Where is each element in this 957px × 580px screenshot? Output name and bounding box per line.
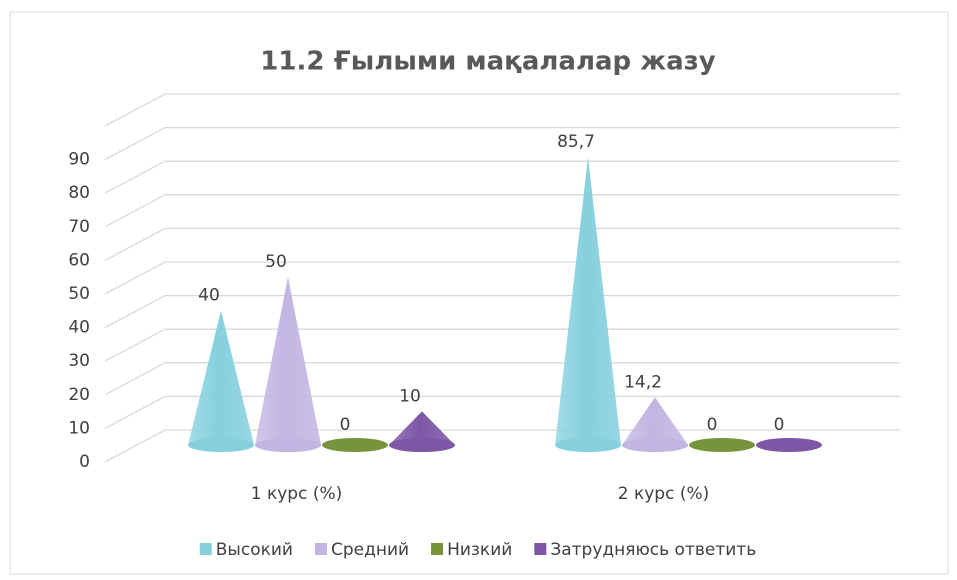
grid-line [104, 328, 900, 362]
value-label: 0 [707, 415, 718, 435]
cone-base [689, 438, 755, 452]
legend-label: Высокий [216, 540, 293, 560]
grid-line [104, 395, 900, 429]
chart-title: 11.2 Ғылыми мақалалар жазу [260, 47, 715, 77]
legend-label: Средний [331, 540, 409, 560]
cone-base [322, 438, 388, 452]
cone-base [756, 438, 822, 452]
legend-label: Низкий [447, 540, 512, 560]
y-tick-label: 50 [68, 284, 90, 304]
grid-line [104, 194, 900, 228]
value-label: 85,7 [557, 132, 595, 152]
grid-line [104, 160, 900, 194]
value-label: 50 [265, 252, 287, 272]
cone [188, 310, 254, 452]
cone-body [555, 157, 621, 452]
x-tick-label: 2 курс (%) [618, 484, 710, 504]
grid-line [104, 126, 900, 161]
cone [689, 438, 755, 452]
grid-line [104, 93, 900, 127]
grid-line [104, 362, 900, 396]
cone [622, 397, 688, 452]
y-tick-label: 10 [68, 418, 90, 438]
cone [555, 157, 621, 452]
y-tick-label: 90 [68, 150, 90, 170]
value-label: 14,2 [624, 372, 662, 392]
y-tick-label: 0 [79, 452, 90, 472]
y-tick-label: 60 [68, 250, 90, 270]
cone-body [255, 277, 321, 452]
y-tick-label: 80 [68, 183, 90, 203]
cone-body [622, 397, 688, 452]
grid-line [104, 227, 900, 261]
cone [322, 438, 388, 452]
legend-swatch [314, 543, 327, 555]
cone-body [389, 411, 455, 452]
y-tick-label: 70 [68, 217, 90, 237]
y-tick-label: 30 [68, 351, 90, 371]
legend-label: Затрудняюсь ответить [550, 540, 756, 560]
cone-body [188, 310, 254, 452]
y-tick-label: 20 [68, 385, 90, 405]
value-label: 0 [340, 415, 351, 435]
y-tick-label: 40 [68, 318, 90, 338]
value-label: 0 [774, 415, 785, 435]
value-label: 40 [198, 286, 220, 306]
cone [255, 277, 321, 452]
grid-line [104, 294, 900, 329]
legend-swatch [199, 543, 212, 555]
value-label: 10 [399, 386, 421, 406]
cone [389, 411, 455, 452]
x-tick-label: 1 курс (%) [251, 484, 343, 504]
cone [756, 438, 822, 452]
legend-swatch [431, 543, 444, 555]
legend-swatch [534, 543, 547, 555]
chart-frame [9, 11, 949, 575]
grid-line [104, 261, 900, 295]
